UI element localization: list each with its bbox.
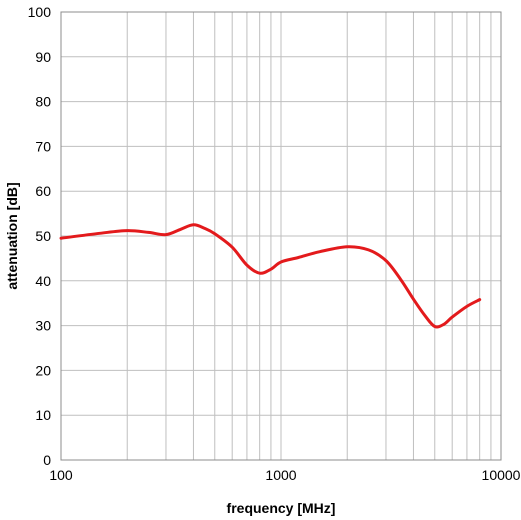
y-axis-title: attenuation [dB] bbox=[4, 182, 20, 289]
y-tick-label: 100 bbox=[28, 4, 52, 20]
y-tick-label: 40 bbox=[35, 273, 51, 289]
tick-labels: 0 10 20 30 40 50 60 70 80 90 100 100 1000 10000 bbox=[28, 4, 521, 483]
y-tick-label: 90 bbox=[35, 49, 51, 65]
y-tick-label: 0 bbox=[43, 452, 51, 468]
y-tick-label: 20 bbox=[35, 362, 51, 378]
y-tick-label: 60 bbox=[35, 183, 51, 199]
y-tick-label: 70 bbox=[35, 138, 51, 154]
y-tick-label: 10 bbox=[35, 407, 51, 423]
series-line bbox=[59, 223, 482, 329]
plot-area-border bbox=[60, 11, 502, 461]
y-tick-label: 50 bbox=[35, 228, 51, 244]
series-layer bbox=[59, 223, 482, 329]
grid-lines bbox=[60, 11, 502, 461]
x-tick-label: 10000 bbox=[482, 467, 521, 483]
y-tick-label: 30 bbox=[35, 318, 51, 334]
x-tick-label: 100 bbox=[49, 467, 73, 483]
y-tick-label: 80 bbox=[35, 94, 51, 110]
x-tick-label: 1000 bbox=[265, 467, 296, 483]
x-axis-title: frequency [MHz] bbox=[227, 500, 336, 516]
